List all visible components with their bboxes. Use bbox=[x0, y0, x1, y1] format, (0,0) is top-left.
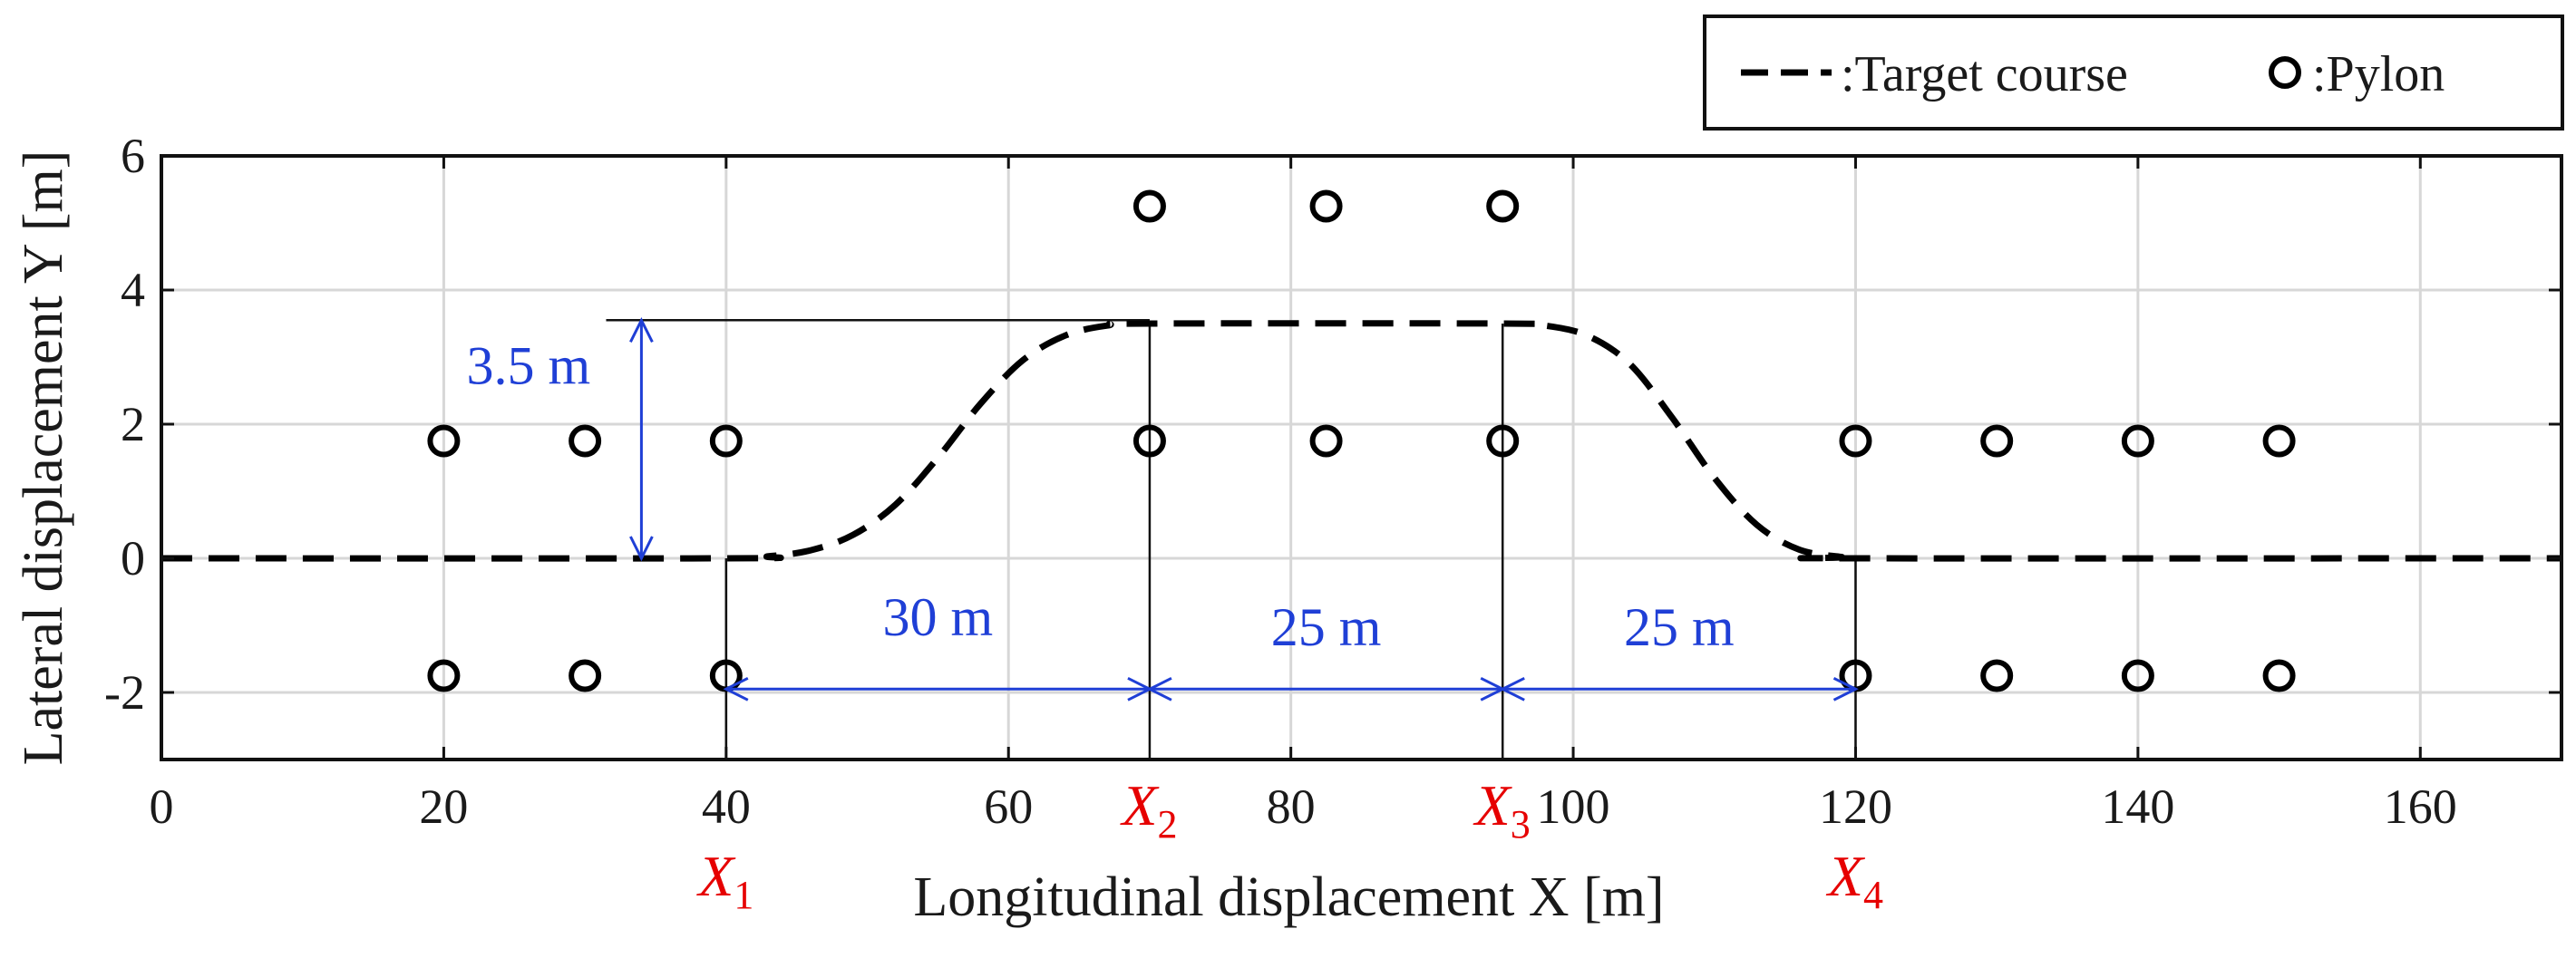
pylon-marker bbox=[427, 659, 461, 692]
dimension-arrowhead bbox=[1832, 676, 1859, 702]
legend-box bbox=[1703, 15, 2564, 131]
x-tick-label: 0 bbox=[150, 779, 174, 834]
dimension-label: 25 m bbox=[1624, 597, 1735, 657]
x-axis-label: Longitudinal displacement X [m] bbox=[913, 866, 1664, 928]
pylon-marker bbox=[1132, 189, 1166, 223]
pylon-marker bbox=[427, 424, 461, 458]
dimension-arrowhead bbox=[629, 316, 654, 343]
x-tick-label: 120 bbox=[1819, 779, 1892, 834]
annotation-layer: 3.5 m 30 m 25 m 25 m bbox=[466, 316, 1859, 702]
reference-lines-layer bbox=[606, 319, 1857, 760]
x-marker-label: X3 bbox=[1473, 773, 1531, 847]
x-tick-label: 160 bbox=[2384, 779, 2457, 834]
y-tick-label: -2 bbox=[104, 665, 145, 720]
target-course-layer bbox=[160, 320, 2562, 562]
x-tick-label: 100 bbox=[1537, 779, 1610, 834]
pylon-marker bbox=[1980, 659, 2014, 692]
y-tick-label: 2 bbox=[121, 397, 145, 451]
x-tick-label: 40 bbox=[702, 779, 751, 834]
legend: :Target course :Pylon bbox=[1703, 15, 2564, 131]
pylon-marker bbox=[2262, 424, 2296, 458]
x-marker-label: X2 bbox=[1119, 773, 1177, 847]
y-tick-label: 0 bbox=[121, 531, 145, 585]
y-axis-label: Lateral displacement Y [m] bbox=[13, 150, 74, 766]
pylon-marker bbox=[2262, 659, 2296, 692]
dimension-arrowhead bbox=[1146, 676, 1172, 702]
pylon-marker bbox=[1132, 424, 1166, 458]
pylon-marker bbox=[709, 424, 743, 458]
pylon-marker bbox=[1486, 424, 1520, 458]
plot-frame-layer bbox=[160, 154, 2563, 761]
legend-swatch-pylon bbox=[2269, 56, 2301, 89]
legend-label-target-course: :Target course bbox=[1841, 46, 2128, 102]
dimension-arrowhead bbox=[723, 676, 749, 702]
pylon-marker bbox=[1309, 189, 1343, 223]
x-marker-label: X4 bbox=[1825, 844, 1883, 917]
grid-layer bbox=[161, 156, 2561, 760]
plot-frame bbox=[160, 154, 2563, 761]
pylon-marker bbox=[1839, 424, 1872, 458]
x-tick-label: 80 bbox=[1267, 779, 1316, 834]
axis-label-layer: Longitudinal displacement X [m] Lateral d… bbox=[13, 150, 1665, 928]
dimension-label: 25 m bbox=[1271, 597, 1382, 657]
pylon-marker bbox=[2121, 659, 2154, 692]
y-tick-label: 6 bbox=[121, 129, 145, 183]
x-tick-label: 140 bbox=[2101, 779, 2174, 834]
dimension-label: 3.5 m bbox=[466, 336, 590, 396]
pylon-marker bbox=[1980, 424, 2014, 458]
x-tick-label: 20 bbox=[419, 779, 468, 834]
pylon-marker bbox=[569, 659, 602, 692]
pylon-marker bbox=[2121, 424, 2154, 458]
pylon-marker bbox=[569, 424, 602, 458]
target-course-line bbox=[160, 320, 2562, 562]
y-tick-label: 4 bbox=[121, 263, 145, 317]
pylon-marker bbox=[1309, 424, 1343, 458]
x-marker-label: X1 bbox=[695, 844, 753, 917]
tick-label-layer: 0 20 40 60 80 100 120 140 160 -2 0 2 4 6 X1 X2 X3 X4 bbox=[104, 129, 2457, 917]
pylon-marker bbox=[1486, 189, 1520, 223]
dimension-arrowhead bbox=[629, 536, 654, 562]
x-tick-label: 60 bbox=[984, 779, 1033, 834]
dimension-label: 30 m bbox=[883, 587, 994, 647]
legend-label-pylon: :Pylon bbox=[2312, 46, 2445, 102]
dimension-arrowhead bbox=[1499, 676, 1525, 702]
